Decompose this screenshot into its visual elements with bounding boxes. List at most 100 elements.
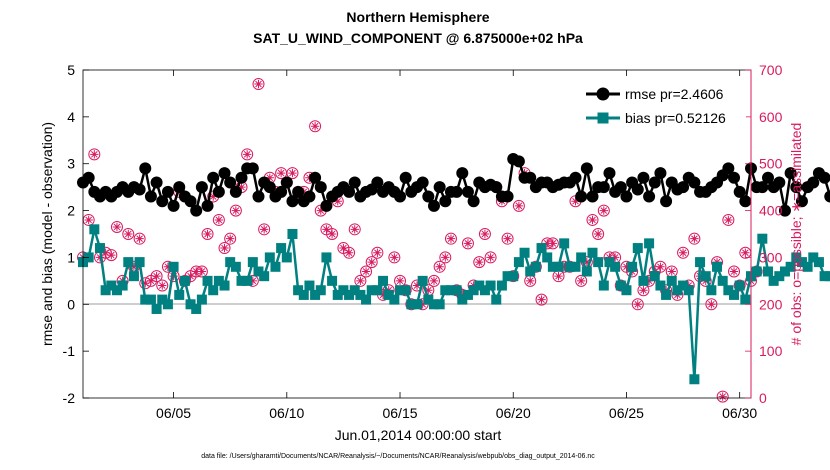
- bias-point: [372, 285, 383, 296]
- bias-point: [496, 280, 507, 291]
- y-tick-label: 2: [67, 203, 75, 219]
- obs-assimilated-point: [203, 229, 212, 239]
- obs-assimilated-point: [480, 229, 490, 239]
- obs-assimilated-point: [412, 281, 422, 290]
- bias-point: [310, 289, 321, 300]
- obs-possible-point: [461, 237, 474, 250]
- y-axis-label-right: # of obs: o=possible; ∗=assimilated: [788, 123, 804, 346]
- obs-assimilated-point: [429, 276, 439, 286]
- obs-assimilated-point: [186, 271, 195, 281]
- obs-possible-point: [716, 390, 729, 403]
- bias-point: [287, 229, 298, 239]
- rmse-point: [807, 176, 820, 189]
- bias-point: [474, 280, 485, 291]
- obs-possible-point: [388, 251, 401, 264]
- bias-point: [451, 285, 462, 296]
- obs-assimilated-point: [582, 257, 592, 267]
- legend-bias-marker: [597, 112, 609, 124]
- obs-possible-point: [133, 232, 146, 245]
- obs-assimilated-point: [254, 79, 263, 89]
- rmse-point: [252, 190, 265, 203]
- obs-assimilated-point: [367, 257, 376, 267]
- bias-point: [298, 289, 309, 300]
- rmse-point: [427, 199, 440, 212]
- obs-possible-point: [512, 199, 525, 212]
- y-right-tick-label: 700: [759, 62, 783, 78]
- rmse-point: [422, 190, 435, 203]
- obs-possible-point: [252, 78, 265, 91]
- obs-assimilated-point: [554, 271, 563, 281]
- bias-point: [785, 261, 796, 272]
- bias-point: [400, 285, 411, 296]
- bias-point: [366, 285, 377, 296]
- rmse-point: [394, 190, 407, 203]
- rmse-point: [512, 155, 525, 168]
- rmse-point: [824, 190, 830, 203]
- rmse-point: [167, 199, 180, 212]
- rmse-point: [218, 167, 231, 180]
- obs-assimilated-point: [503, 234, 512, 243]
- bias-point: [779, 266, 790, 277]
- rmse-point: [150, 176, 163, 189]
- obs-assimilated-point: [197, 267, 207, 276]
- bias-point: [168, 261, 179, 272]
- obs-assimilated-point: [548, 239, 558, 248]
- rmse-point: [524, 171, 537, 184]
- x-axis: 06/05 06/10 06/15 06/20 06/25 06/30: [156, 70, 757, 421]
- bias-point: [151, 303, 162, 314]
- bias-point: [536, 243, 547, 254]
- bias-point: [825, 271, 830, 282]
- obs-possible-point: [586, 213, 599, 226]
- bias-point: [111, 285, 122, 296]
- bias-point: [315, 285, 326, 296]
- bias-point: [378, 275, 389, 286]
- bias-point: [734, 280, 745, 291]
- rmse-point: [778, 204, 791, 217]
- bias-point: [751, 266, 762, 277]
- bias-point: [417, 275, 428, 286]
- obs-assimilated-point: [678, 248, 688, 257]
- bias-point: [791, 252, 802, 263]
- rmse-point: [144, 190, 157, 203]
- obs-assimilated-point: [90, 150, 99, 159]
- rmse-series: [77, 153, 830, 217]
- bias-point: [559, 238, 570, 249]
- bias-point: [723, 285, 734, 296]
- obs-assimilated-point: [344, 248, 354, 257]
- rmse-point: [201, 199, 214, 212]
- obs-possible-point: [156, 279, 169, 292]
- bias-point: [542, 252, 553, 263]
- rmse-point: [728, 171, 741, 184]
- obs-assimilated-point: [350, 225, 359, 234]
- obs-assimilated-point: [690, 234, 699, 243]
- bias-point: [689, 374, 700, 385]
- obs-possible-point: [535, 293, 548, 306]
- obs-assimilated-point: [610, 253, 620, 262]
- rmse-point: [603, 167, 616, 180]
- legend-rmse-label: rmse pr=2.4606: [625, 86, 724, 102]
- obs-assimilated-point: [112, 222, 122, 232]
- y-tick-label: 5: [67, 62, 75, 78]
- obs-possible-point: [258, 223, 271, 236]
- x-tick-label: 06/05: [156, 405, 191, 421]
- bias-point: [695, 257, 706, 268]
- bias-point: [819, 271, 830, 282]
- obs-assimilated-point: [316, 206, 325, 215]
- bias-point: [479, 285, 490, 296]
- bias-point: [338, 285, 349, 296]
- bias-point: [106, 280, 117, 291]
- obs-possible-point: [439, 251, 452, 264]
- bias-point: [423, 294, 434, 305]
- obs-assimilated-point: [718, 392, 727, 401]
- bias-point: [712, 261, 723, 272]
- rmse-point: [654, 167, 667, 180]
- obs-assimilated-point: [237, 182, 246, 192]
- obs-assimilated-point: [310, 122, 320, 131]
- obs-possible-point: [150, 270, 163, 283]
- bias-point: [700, 271, 711, 282]
- rmse-point: [688, 176, 701, 189]
- bias-point: [627, 261, 638, 272]
- obs-possible-point: [677, 246, 690, 259]
- bias-point: [774, 271, 785, 282]
- bias-point: [661, 289, 672, 300]
